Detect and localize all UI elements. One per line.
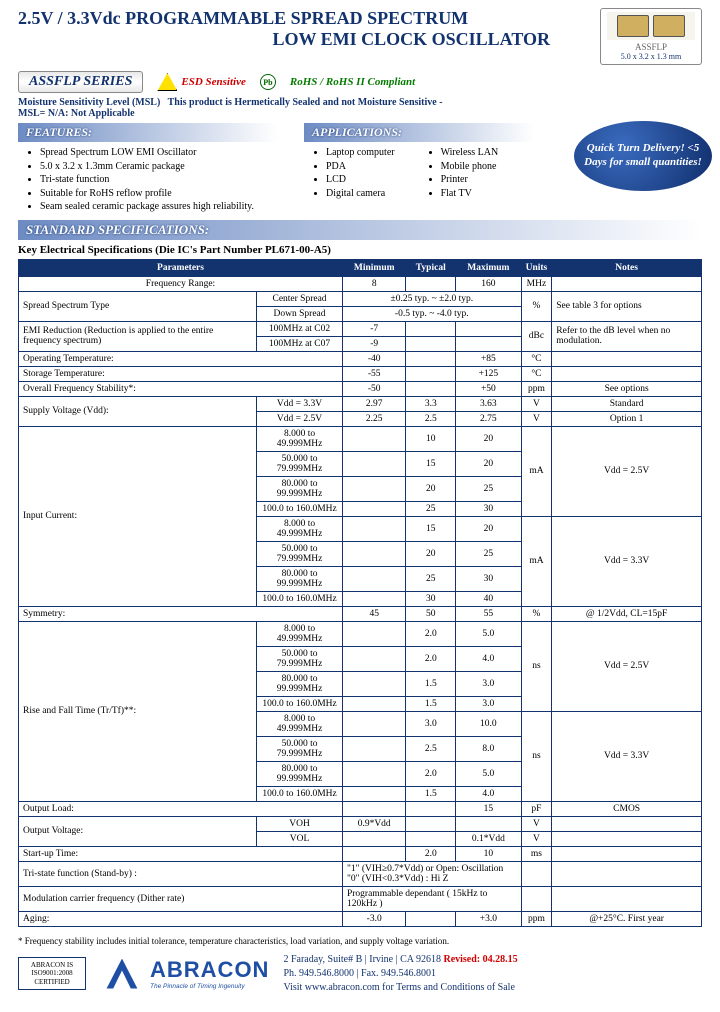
key-elec-title: Key Electrical Specifications [18, 244, 152, 256]
features-header: FEATURES: [18, 123, 278, 142]
spec-table: Parameters Minimum Typical Maximum Units… [18, 259, 702, 927]
quick-turn-badge: Quick Turn Delivery! <5 Days for small q… [574, 121, 712, 191]
logo-tagline: The Pinnacle of Timing Ingenuity [150, 983, 269, 990]
esd-icon [157, 73, 177, 91]
package-code: ASSFLP [607, 42, 695, 52]
features-list: Spread Spectrum LOW EMI Oscillator 5.0 x… [18, 146, 278, 214]
main-title-2: LOW EMI CLOCK OSCILLATOR [18, 29, 590, 50]
apps-col2: Wireless LANMobile phone PrinterFlat TV [419, 146, 499, 200]
key-elec-part: (Die IC's Part Number PL671-00-A5) [155, 244, 331, 256]
standard-spec-header: STANDARD SPECIFICATIONS: [18, 220, 702, 240]
esd-label: ESD Sensitive [181, 76, 245, 88]
series-badge: ASSFLP SERIES [18, 71, 143, 93]
main-title-1: 2.5V / 3.3Vdc PROGRAMMABLE SPREAD SPECTR… [18, 8, 590, 29]
package-badge: ASSFLP 5.0 x 3.2 x 1.3 mm [600, 8, 702, 65]
msl-text: This product is Hermetically Sealed and … [168, 97, 443, 108]
logo-icon [100, 959, 144, 989]
footnote: * Frequency stability includes initial t… [0, 933, 720, 949]
msl-label: Moisture Sensitivity Level (MSL) [18, 97, 160, 108]
package-image [607, 12, 695, 40]
logo-name: ABRACON [150, 957, 269, 983]
pb-free-icon: Pb [260, 74, 276, 90]
package-dimensions: 5.0 x 3.2 x 1.3 mm [607, 52, 695, 61]
address-block: 2 Faraday, Suite# B | Irvine | CA 92618 … [283, 953, 517, 995]
msl-na: MSL= N/A: Not Applicable [18, 108, 135, 119]
rohs-label: RoHS / RoHS II Compliant [290, 76, 415, 88]
abracon-logo: ABRACON The Pinnacle of Timing Ingenuity [100, 957, 269, 990]
cert-box: ABRACON IS ISO9001:2008 CERTIFIED [18, 957, 86, 990]
applications-header: APPLICATIONS: [304, 123, 534, 142]
apps-col1: Laptop computerPDA LCDDigital camera [304, 146, 395, 200]
